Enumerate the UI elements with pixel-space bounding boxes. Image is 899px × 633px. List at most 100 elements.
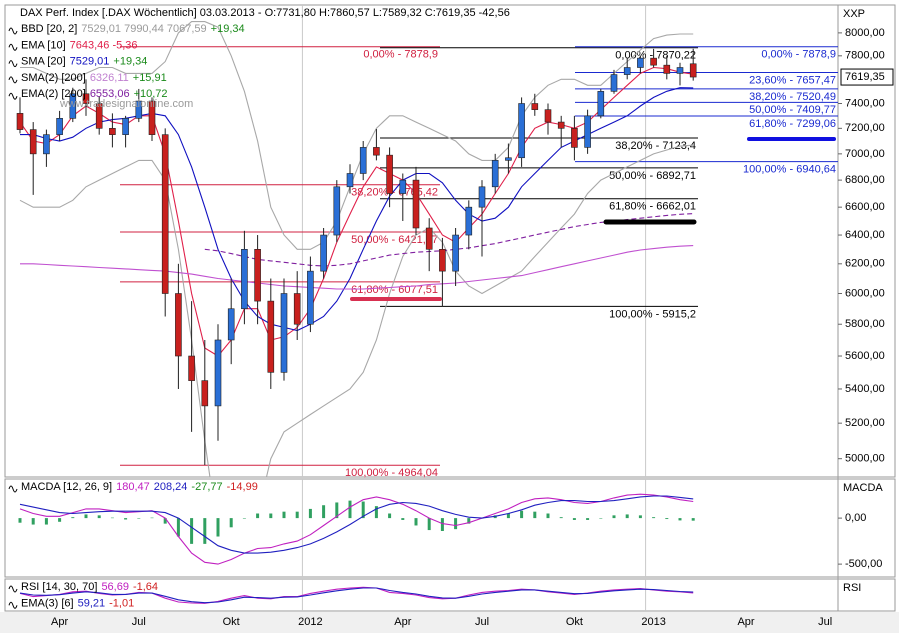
histogram-bar (467, 518, 471, 524)
legend-readout: 6326,11 (90, 72, 129, 84)
candle-body (201, 380, 209, 407)
histogram-bar (572, 518, 576, 520)
candle-body (214, 339, 222, 407)
legend-readout: -14,99 (227, 481, 258, 493)
candle-body (109, 128, 116, 135)
legend-entry: MACDA [12, 26, 9] 180,47 208,24 -27,77 -14,9… (21, 481, 258, 493)
histogram-bar (203, 518, 207, 544)
legend-readout: +10,72 (134, 88, 168, 100)
fib-level-label: 100,00% - 4964,04 (345, 467, 438, 479)
histogram-bar (546, 513, 550, 519)
candle-body (452, 234, 459, 272)
candle-body (663, 64, 671, 74)
histogram-bar (242, 518, 246, 519)
candle-body (518, 103, 525, 159)
histogram-bar (84, 514, 88, 519)
candle-body (597, 91, 605, 117)
legend-entry: SMA(2) [200] 6326,11 +15,91 (21, 72, 167, 84)
legend-readout: +19,34 (211, 23, 245, 35)
candle-body (227, 308, 235, 341)
candle-body (122, 118, 129, 135)
histogram-bar (506, 513, 510, 519)
main-panel-frame (4, 4, 896, 478)
candle-body (293, 293, 301, 325)
legend-readout: -1,01 (109, 597, 134, 609)
candle-body (241, 249, 248, 310)
legend-readout: -27,77 (191, 481, 222, 493)
x-tick-label: Jul (818, 616, 832, 628)
histogram-bar (361, 501, 365, 519)
histogram-bar (401, 518, 405, 520)
histogram-bar (216, 518, 220, 537)
candle-body (359, 147, 367, 174)
y-tick-label: 6200,00 (845, 258, 885, 270)
histogram-bar (586, 518, 590, 520)
legend-label: EMA(3) [6] (21, 597, 74, 609)
candle-body (491, 160, 499, 188)
candle-body (69, 93, 77, 119)
watermark: www.tradesignalonline.com (59, 98, 193, 110)
candle-body (465, 206, 473, 236)
histogram-bar (348, 500, 352, 519)
fib-level-label: 38,20% - 6765,42 (351, 187, 438, 199)
candle-body (623, 67, 631, 75)
fib-level-label: 0,00% - 7878,9 (363, 49, 438, 61)
marks-layer (16, 21, 697, 604)
y-tick-label: 8000,00 (845, 27, 885, 39)
legend-label: EMA [10] (21, 39, 66, 51)
legend-label: SMA [20] (21, 56, 66, 68)
axis-title: XXP (843, 8, 865, 20)
histogram-bar (58, 518, 62, 522)
legend-readout: +15,91 (133, 72, 167, 84)
legend-readout: 59,21 (78, 597, 106, 609)
candle-body (16, 113, 24, 130)
candle-body (399, 179, 407, 194)
legend-readout: 180,47 (116, 481, 150, 493)
candle-body (280, 293, 288, 373)
fib-level-label: 61,80% - 7299,06 (749, 118, 836, 130)
x-tick-label: Apr (51, 616, 68, 628)
legend-readout: -1,64 (133, 581, 158, 593)
histogram-bar (454, 518, 458, 530)
rsi-panel-frame (4, 578, 896, 612)
y-tick-label: 0,00 (845, 512, 866, 524)
legend-entry: BBD [20, 2] 7529,01 7990,44 7067,59 +19,34 (21, 23, 245, 35)
histogram-bar (71, 517, 75, 519)
candle-body (175, 293, 182, 357)
histogram-bar (124, 518, 128, 520)
y-tick-label: 7400,00 (845, 97, 885, 109)
histogram-bar (18, 518, 22, 523)
histogram-bar (533, 511, 537, 519)
x-tick-label: Jul (132, 616, 146, 628)
indicator-line (19, 495, 694, 554)
y-tick-label: 7000,00 (845, 148, 885, 160)
histogram-bar (322, 505, 326, 519)
candle-body (425, 227, 433, 250)
candle-body (95, 103, 103, 129)
histogram-bar (256, 513, 260, 519)
legend-icon (8, 485, 18, 493)
histogram-bar (374, 506, 378, 519)
indicator-line (19, 66, 694, 357)
candle-body (412, 179, 420, 229)
histogram-bar (559, 517, 563, 519)
histogram-bar (612, 515, 616, 519)
panel-marks (19, 586, 694, 604)
candle-body (637, 57, 644, 68)
x-tick-label: 2012 (298, 616, 322, 628)
legend-icon (8, 76, 18, 84)
histogram-bar (163, 518, 167, 524)
candle-body (676, 67, 684, 74)
candle-body (544, 109, 552, 123)
chart-title: DAX Perf. Index [.DAX Wöchentlich] 03.03… (20, 7, 510, 19)
candle-body (478, 186, 486, 208)
panel-marks (16, 21, 697, 477)
histogram-bar (97, 515, 101, 519)
histogram-bar (440, 518, 444, 531)
histogram-bar (520, 510, 524, 519)
candle-body (135, 100, 143, 119)
fib-level-label: 0,00% - 7870,22 (615, 50, 696, 62)
candle-body (267, 300, 275, 373)
